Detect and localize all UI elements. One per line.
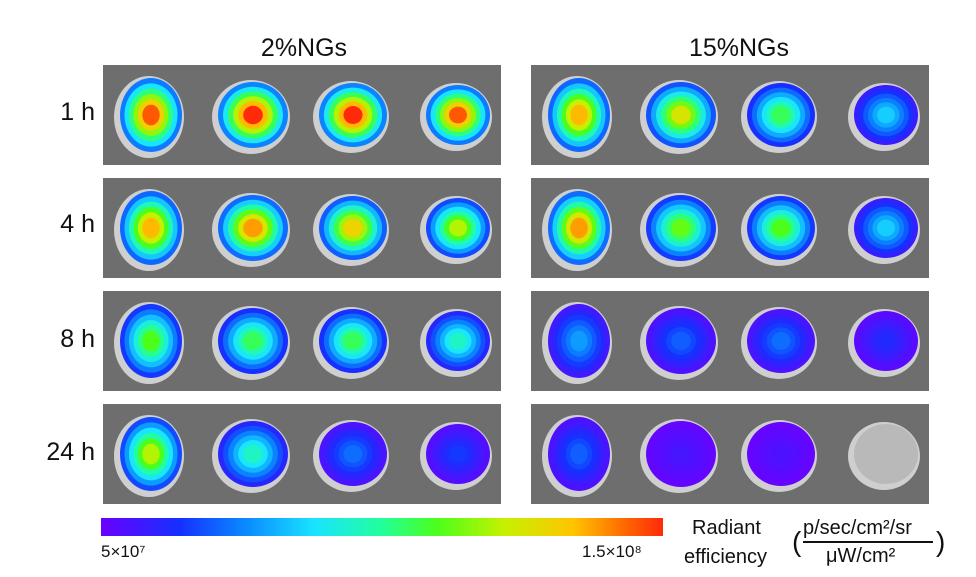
row-label-8h: 8 h — [60, 325, 95, 353]
unit-denominator: μW/cm² — [826, 545, 896, 567]
panel-r3-c1 — [103, 291, 501, 391]
tissue-spot — [212, 193, 290, 267]
tissue-spot — [848, 422, 920, 490]
tissue-spot — [848, 83, 920, 151]
tissue-spot — [542, 415, 612, 497]
panel-r2-c2 — [531, 178, 929, 278]
row-label-4h: 4 h — [60, 210, 95, 238]
panel-r4-c2 — [531, 404, 929, 504]
column-header-2pct: 2%NGs — [260, 34, 348, 62]
tissue-spot — [640, 80, 718, 154]
colorbar-title-line2: efficiency — [684, 546, 768, 568]
row-label-24h: 24 h — [46, 438, 95, 466]
tissue-spot — [542, 189, 612, 271]
tissue-spot — [313, 194, 389, 266]
tissue-spot — [640, 306, 718, 380]
panel-image — [531, 65, 929, 165]
tissue-spot — [114, 415, 184, 497]
panel-r1-c1 — [103, 65, 501, 165]
tissue-spot — [313, 420, 389, 492]
tissue-spot — [640, 193, 718, 267]
tissue-spot — [741, 194, 817, 266]
panel-r4-c1 — [103, 404, 501, 504]
panel-image — [103, 291, 501, 391]
tissue-spot — [741, 81, 817, 153]
panel-image — [531, 404, 929, 504]
tissue-spot — [313, 307, 389, 379]
column-header-15pct: 15%NGs — [688, 34, 790, 62]
tissue-spot — [114, 189, 184, 271]
panel-r3-c2 — [531, 291, 929, 391]
tissue-spot — [313, 81, 389, 153]
tissue-spot — [741, 420, 817, 492]
panel-r2-c1 — [103, 178, 501, 278]
colorbar-max-label: 1.5×10⁸ — [582, 542, 642, 561]
panel-image — [531, 178, 929, 278]
tissue-spot — [420, 196, 492, 264]
colorbar-min-label: 5×10⁷ — [101, 542, 146, 561]
panel-image — [103, 178, 501, 278]
panel-image — [103, 404, 501, 504]
tissue-spot — [542, 302, 612, 384]
unit-open-paren: ( — [792, 526, 802, 557]
tissue-spot — [848, 309, 920, 377]
tissue-spot — [212, 306, 290, 380]
row-label-1h: 1 h — [60, 98, 95, 126]
tissue-spot — [114, 76, 184, 158]
panel-image — [531, 291, 929, 391]
tissue-spot — [640, 419, 718, 493]
panel-image — [103, 65, 501, 165]
tissue-spot — [420, 309, 492, 377]
tissue-spot — [542, 76, 612, 158]
unit-numerator: p/sec/cm²/sr — [803, 517, 912, 539]
tissue-spot — [420, 422, 492, 490]
unit-fraction-bar — [803, 541, 933, 543]
tissue-spot — [741, 307, 817, 379]
tissue-spot — [212, 419, 290, 493]
colorbar — [101, 518, 663, 536]
tissue-spot — [420, 83, 492, 151]
unit-close-paren: ) — [936, 526, 946, 557]
tissue-spot — [114, 302, 184, 384]
panel-r1-c2 — [531, 65, 929, 165]
tissue-spot — [212, 80, 290, 154]
tissue-spot — [848, 196, 920, 264]
colorbar-title-line1: Radiant — [692, 517, 761, 539]
